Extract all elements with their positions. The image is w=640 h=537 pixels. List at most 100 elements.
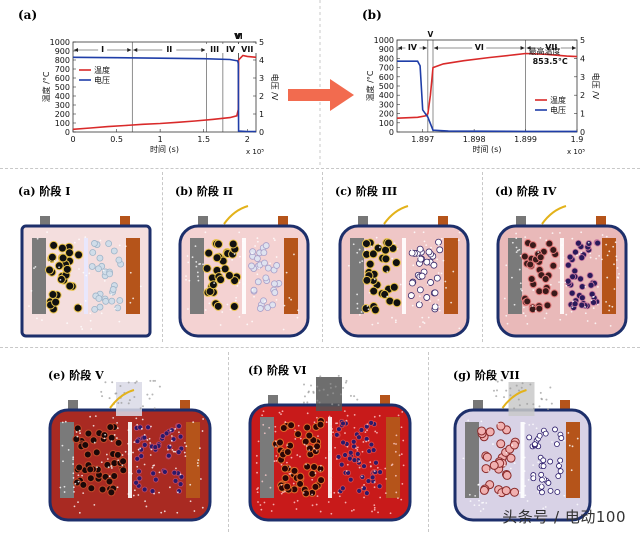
panel-label-b: (b) 阶段 II	[175, 185, 234, 198]
electrolyte-dot	[174, 450, 177, 453]
electrolyte-dot	[280, 492, 283, 495]
electrolyte-dot	[270, 510, 273, 512]
electrolyte-dot	[234, 299, 237, 302]
cathode-particle	[98, 262, 106, 270]
electrolyte-dot	[63, 491, 66, 493]
cathode-particle	[538, 462, 545, 469]
cathode-particle	[152, 476, 159, 483]
gas-particle	[509, 394, 512, 397]
cathode-particle	[533, 437, 540, 444]
cell-stage-VI	[248, 374, 412, 522]
anode-particle	[73, 478, 82, 487]
negative-tab	[473, 400, 483, 412]
electrolyte-dot	[187, 308, 189, 310]
anode-particle	[544, 271, 553, 280]
stage-label: I	[101, 45, 104, 54]
anode-particle	[481, 451, 491, 461]
electrolyte-dot	[373, 481, 376, 483]
electrolyte-dot	[272, 503, 275, 506]
anode-particle	[54, 261, 64, 271]
divider-v1	[162, 172, 163, 342]
electrolyte-dot	[365, 440, 368, 443]
electrolyte-dot	[75, 431, 78, 433]
electrolyte-dot	[235, 296, 238, 299]
electrolyte-dot	[242, 240, 244, 243]
electrolyte-dot	[345, 419, 348, 422]
cathode-particle	[110, 247, 118, 255]
gas-particle	[356, 398, 359, 401]
electrolyte-dot	[273, 239, 276, 242]
electrolyte-dot	[539, 237, 542, 239]
electrolyte-dot	[99, 239, 102, 242]
cathode-particle	[88, 263, 96, 270]
electrolyte-dot	[289, 472, 292, 475]
electrolyte-dot	[596, 303, 599, 306]
panel-label-d: (d) 阶段 IV	[495, 185, 557, 198]
anode-particle	[549, 261, 558, 270]
electrolyte-dot	[467, 419, 470, 422]
electrolyte-dot	[434, 303, 437, 306]
electrolyte-dot	[256, 237, 259, 240]
electrolyte-dot	[280, 463, 283, 466]
cathode-particle	[102, 297, 110, 305]
cathode-particle	[557, 468, 564, 474]
electrolyte-dot	[286, 444, 289, 447]
electrolyte-dot	[328, 450, 331, 453]
anode-particle	[64, 242, 74, 252]
electrolyte-dot	[78, 511, 81, 514]
cathode-particle	[248, 262, 255, 270]
electrolyte-dot	[305, 445, 308, 447]
electrolyte-dot	[129, 271, 132, 274]
electrolyte-dot	[261, 414, 264, 417]
electrolyte-dot	[94, 415, 97, 418]
positive-tab	[438, 216, 448, 228]
anode-particle	[526, 260, 535, 269]
anode-particle	[494, 464, 504, 474]
electrolyte-dot	[53, 260, 56, 262]
anode-current-collector	[508, 238, 522, 314]
anode-particle	[214, 252, 224, 262]
electrolyte-dot	[315, 416, 318, 419]
electrolyte-dot	[558, 267, 561, 270]
electrolyte-dot	[158, 491, 160, 494]
panel-label-f: (f) 阶段 VI	[248, 364, 307, 377]
electrolyte-dot	[299, 455, 301, 458]
anode-particle	[218, 256, 228, 266]
electrolyte-dot	[334, 446, 336, 449]
anode-particle	[46, 300, 56, 310]
electrolyte-dot	[371, 323, 374, 326]
electrolyte-dot	[478, 499, 480, 502]
anode-particle	[46, 297, 56, 307]
electrolyte-dot	[344, 501, 347, 504]
y-right-tick-label: 1	[580, 110, 585, 119]
cell-casing	[178, 224, 310, 338]
electrolyte-dot	[419, 325, 421, 328]
electrolyte-dot	[149, 454, 152, 456]
electrolyte-dot	[150, 425, 152, 428]
cathode-particle	[95, 295, 103, 302]
cathode-particle	[109, 288, 116, 296]
electrolyte-dot	[66, 322, 69, 325]
electrolyte-dot	[533, 474, 536, 477]
electrolyte-dot	[608, 304, 611, 307]
electrolyte-dot	[185, 278, 187, 281]
cathode-particle	[408, 279, 416, 287]
cathode-particle	[340, 439, 346, 446]
electrolyte-dot	[578, 252, 581, 255]
anode-particle	[110, 459, 119, 468]
stage-label: VII	[545, 43, 557, 52]
cathode-particle	[106, 268, 113, 276]
gas-particle	[151, 393, 154, 396]
cathode-particle	[351, 457, 358, 464]
stage-arrow-head	[127, 48, 132, 52]
cathode-current-collector	[186, 422, 200, 498]
anode-particle	[212, 253, 222, 263]
electrolyte-dot	[72, 472, 75, 475]
electrolyte-dot	[386, 295, 389, 298]
stage-label: V	[235, 32, 241, 41]
anode-particle	[292, 473, 301, 482]
y-left-tick-label: 1000	[374, 36, 394, 45]
electrolyte-dot	[373, 470, 376, 473]
anode-particle	[47, 254, 57, 264]
panel-label-g: (g) 阶段 VII	[453, 369, 520, 382]
